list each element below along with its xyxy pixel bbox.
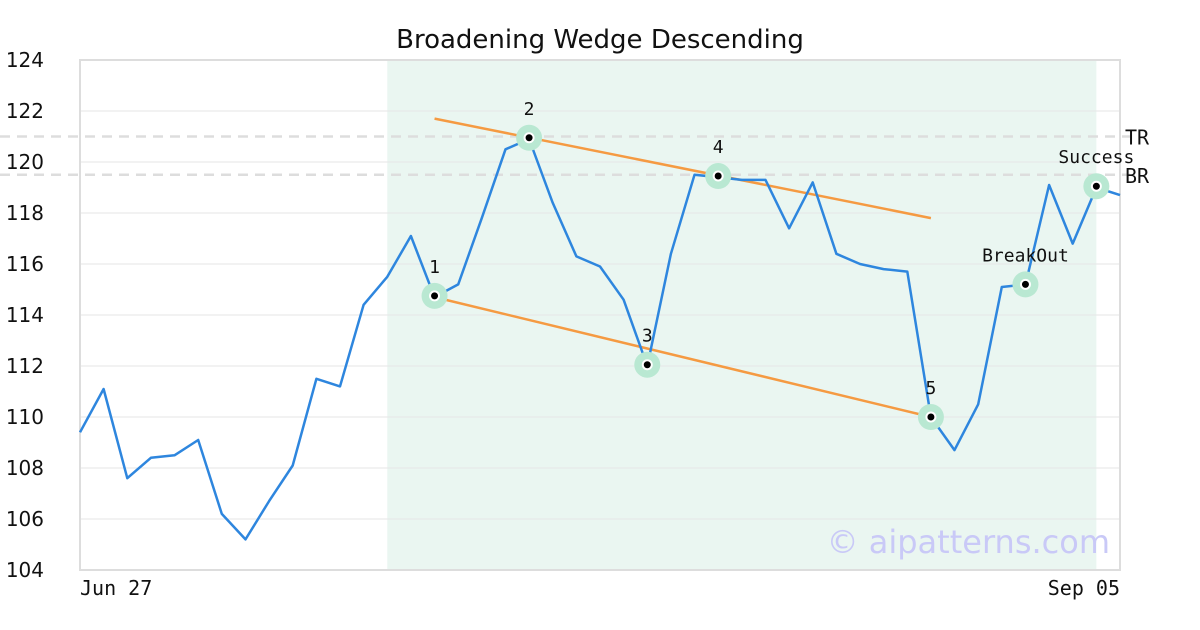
point-label: Success <box>1058 147 1134 168</box>
y-tick-label: 116 <box>6 252 44 276</box>
point-marker <box>712 170 724 182</box>
y-tick-label: 120 <box>6 150 44 174</box>
chart-title: Broadening Wedge Descending <box>396 25 804 55</box>
point-label: 5 <box>925 378 936 399</box>
x-axis-ticks: Jun 27 Sep 05 <box>80 576 1120 600</box>
y-tick-label: 104 <box>6 558 44 582</box>
reference-label: BR <box>1125 164 1150 188</box>
point-label: 3 <box>642 326 653 347</box>
y-tick-label: 124 <box>6 48 44 72</box>
point-marker <box>925 411 937 423</box>
point-marker <box>523 132 535 144</box>
x-tick-label: Jun 27 <box>80 576 152 600</box>
reference-label: TR <box>1125 126 1150 150</box>
watermark: © aipatterns.com <box>827 523 1110 561</box>
y-tick-label: 110 <box>6 405 44 429</box>
point-marker <box>429 290 441 302</box>
trendline <box>434 295 932 419</box>
y-tick-label: 114 <box>6 303 44 327</box>
point-marker <box>1019 278 1031 290</box>
x-tick-label: Sep 05 <box>1048 576 1120 600</box>
point-label: 1 <box>429 257 440 278</box>
point-label: 4 <box>713 137 724 158</box>
point-marker <box>1090 180 1102 192</box>
y-axis-ticks: 104 106 108 110 112 114 116 118 120 122 124 <box>6 48 44 582</box>
price-line <box>78 137 1121 541</box>
point-label: 2 <box>524 99 535 120</box>
y-tick-label: 122 <box>6 99 44 123</box>
point-label: BreakOut <box>982 245 1069 266</box>
y-tick-label: 108 <box>6 456 44 480</box>
y-tick-label: 106 <box>6 507 44 531</box>
y-tick-label: 112 <box>6 354 44 378</box>
y-tick-label: 118 <box>6 201 44 225</box>
reference-lines: TR BR <box>0 126 1150 188</box>
plot-frame <box>79 59 1121 571</box>
point-marker <box>641 359 653 371</box>
pattern-points: 1 2 3 4 5 BreakOut Success <box>421 99 1134 430</box>
